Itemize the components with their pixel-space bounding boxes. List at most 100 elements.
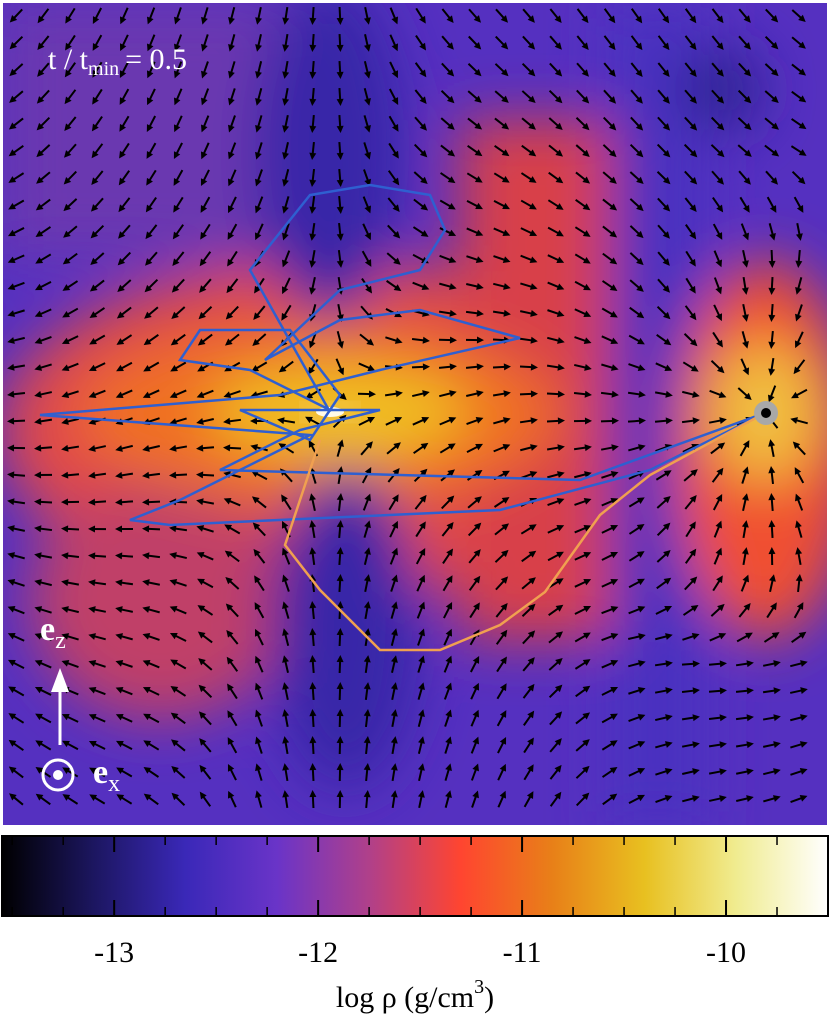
- velocity-arrowhead: [309, 709, 317, 717]
- velocity-arrowhead: [768, 547, 776, 555]
- velocity-arrowhead: [689, 231, 697, 240]
- velocity-arrowhead: [792, 441, 801, 449]
- velocity-arrowhead: [226, 630, 234, 638]
- velocity-arrowhead: [170, 659, 179, 667]
- velocity-arrowhead: [282, 259, 289, 268]
- velocity-arrowhead: [142, 471, 150, 479]
- velocity-arrowhead: [116, 311, 125, 319]
- velocity-arrowhead: [90, 257, 98, 265]
- velocity-arrowhead: [662, 258, 670, 266]
- velocity-arrowhead: [227, 258, 234, 267]
- velocity-arrowhead: [91, 150, 99, 159]
- velocity-arrowhead: [529, 471, 538, 478]
- velocity-arrowhead: [197, 338, 206, 346]
- velocity-arrowhead: [773, 660, 781, 668]
- velocity-arrowhead: [662, 149, 671, 158]
- velocity-arrowhead: [255, 205, 262, 214]
- velocity-arrowhead: [768, 314, 776, 322]
- velocity-arrowhead: [35, 767, 44, 774]
- velocity-arrowhead: [200, 231, 207, 240]
- velocity-arrowhead: [419, 494, 427, 503]
- velocity-arrowhead: [662, 285, 670, 293]
- colorbar-ticks: -13 -12 -11 -10: [11, 836, 778, 969]
- velocity-arrowhead: [500, 42, 509, 50]
- velocity-arrowhead: [336, 98, 344, 106]
- velocity-arrowhead: [309, 628, 317, 636]
- velocity-arrowhead: [9, 793, 17, 801]
- velocity-arrowhead: [336, 260, 344, 268]
- velocity-arrowhead: [501, 149, 510, 157]
- velocity-arrowhead: [63, 203, 71, 212]
- velocity-arrowhead: [664, 605, 673, 613]
- velocity-arrowhead: [281, 286, 289, 295]
- colorbar-label-suffix: ): [484, 981, 494, 1014]
- velocity-arrowhead: [363, 574, 371, 582]
- velocity-arrowhead: [62, 767, 71, 775]
- velocity-arrowhead: [418, 736, 425, 744]
- velocity-arrowhead: [228, 151, 235, 160]
- velocity-arrowhead: [635, 42, 643, 51]
- velocity-arrowhead: [554, 684, 563, 693]
- velocity-arrowhead: [742, 367, 750, 376]
- velocity-arrowhead: [309, 763, 317, 771]
- velocity-arrowhead: [89, 767, 97, 775]
- velocity-arrowhead: [392, 494, 399, 503]
- velocity-arrowhead: [91, 123, 99, 132]
- velocity-arrowhead: [116, 794, 125, 801]
- velocity-arrowhead: [145, 204, 153, 213]
- tick-label: -11: [503, 936, 542, 969]
- velocity-arrowhead: [637, 444, 646, 451]
- velocity-arrowhead: [610, 633, 619, 640]
- velocity-arrowhead: [309, 493, 316, 501]
- velocity-arrowhead: [309, 260, 317, 268]
- velocity-arrowhead: [35, 283, 43, 291]
- velocity-arrowhead: [663, 176, 671, 185]
- velocity-arrowhead: [608, 15, 616, 24]
- velocity-arrowhead: [474, 176, 483, 183]
- velocity-arrowhead: [473, 15, 481, 23]
- velocity-arrowhead: [609, 310, 618, 318]
- velocity-arrowhead: [637, 794, 646, 802]
- velocity-arrowhead: [9, 41, 18, 50]
- velocity-arrowhead: [62, 740, 70, 748]
- velocity-arrowhead: [336, 574, 344, 582]
- velocity-arrowhead: [583, 605, 592, 613]
- velocity-arrowhead: [199, 258, 207, 267]
- velocity-arrowhead: [557, 471, 565, 478]
- velocity-arrowhead: [224, 524, 233, 532]
- velocity-arrowhead: [250, 417, 258, 425]
- velocity-arrowhead: [61, 713, 70, 721]
- velocity-arrowhead: [449, 336, 457, 344]
- velocity-arrowhead: [197, 578, 205, 586]
- velocity-arrowhead: [741, 547, 749, 555]
- velocity-arrowhead: [555, 578, 564, 585]
- velocity-arrowhead: [557, 390, 565, 398]
- velocity-arrowhead: [795, 493, 802, 502]
- velocity-arrowhead: [770, 41, 779, 50]
- velocity-arrowhead: [201, 70, 208, 79]
- velocity-arrowhead: [582, 149, 590, 157]
- velocity-arrowhead: [635, 149, 644, 158]
- velocity-arrowhead: [664, 795, 673, 802]
- velocity-arrowhead: [89, 311, 98, 319]
- velocity-arrowhead: [499, 763, 507, 772]
- velocity-arrowhead: [88, 525, 96, 533]
- velocity-arrowhead: [583, 310, 592, 318]
- velocity-arrowhead: [529, 283, 538, 290]
- velocity-arrowhead: [527, 630, 536, 638]
- velocity-arrowhead: [228, 97, 235, 106]
- velocity-arrowhead: [798, 41, 806, 49]
- velocity-arrowhead: [201, 16, 208, 25]
- velocity-arrowhead: [173, 124, 181, 133]
- velocity-arrowhead: [689, 338, 698, 347]
- ex-label: ex: [93, 754, 120, 797]
- velocity-arrowhead: [742, 260, 749, 268]
- velocity-arrowhead: [638, 633, 646, 640]
- velocity-arrowhead: [582, 230, 591, 237]
- ez-subscript: z: [55, 628, 66, 654]
- velocity-arrowhead: [7, 363, 15, 371]
- velocity-arrowhead: [502, 229, 511, 237]
- velocity-arrowhead: [528, 149, 537, 157]
- velocity-arrowhead: [363, 655, 371, 663]
- velocity-arrowhead: [798, 68, 807, 76]
